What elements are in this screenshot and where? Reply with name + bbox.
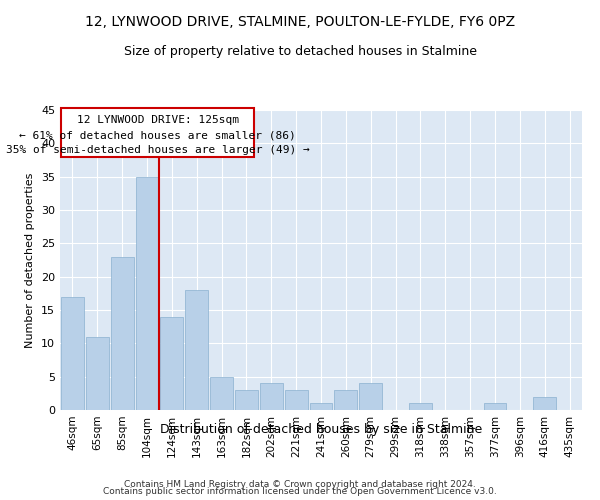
Bar: [310, 404, 332, 410]
Text: Contains public sector information licensed under the Open Government Licence v3: Contains public sector information licen…: [103, 488, 497, 496]
Bar: [334, 390, 357, 410]
Y-axis label: Number of detached properties: Number of detached properties: [25, 172, 35, 348]
Bar: [160, 316, 183, 410]
Bar: [484, 404, 506, 410]
Text: Contains HM Land Registry data © Crown copyright and database right 2024.: Contains HM Land Registry data © Crown c…: [124, 480, 476, 489]
Text: 12 LYNWOOD DRIVE: 125sqm: 12 LYNWOOD DRIVE: 125sqm: [77, 116, 239, 126]
Bar: [61, 296, 84, 410]
Bar: [260, 384, 283, 410]
Bar: [285, 390, 308, 410]
Text: ← 61% of detached houses are smaller (86): ← 61% of detached houses are smaller (86…: [19, 130, 296, 140]
Bar: [359, 384, 382, 410]
Bar: [210, 376, 233, 410]
Text: Size of property relative to detached houses in Stalmine: Size of property relative to detached ho…: [124, 45, 476, 58]
Text: 12, LYNWOOD DRIVE, STALMINE, POULTON-LE-FYLDE, FY6 0PZ: 12, LYNWOOD DRIVE, STALMINE, POULTON-LE-…: [85, 15, 515, 29]
Bar: [111, 256, 134, 410]
Bar: [235, 390, 258, 410]
Text: Distribution of detached houses by size in Stalmine: Distribution of detached houses by size …: [160, 422, 482, 436]
Bar: [185, 290, 208, 410]
Text: 35% of semi-detached houses are larger (49) →: 35% of semi-detached houses are larger (…: [5, 144, 310, 154]
Bar: [409, 404, 432, 410]
FancyBboxPatch shape: [61, 108, 254, 156]
Bar: [136, 176, 158, 410]
Bar: [86, 336, 109, 410]
Bar: [533, 396, 556, 410]
